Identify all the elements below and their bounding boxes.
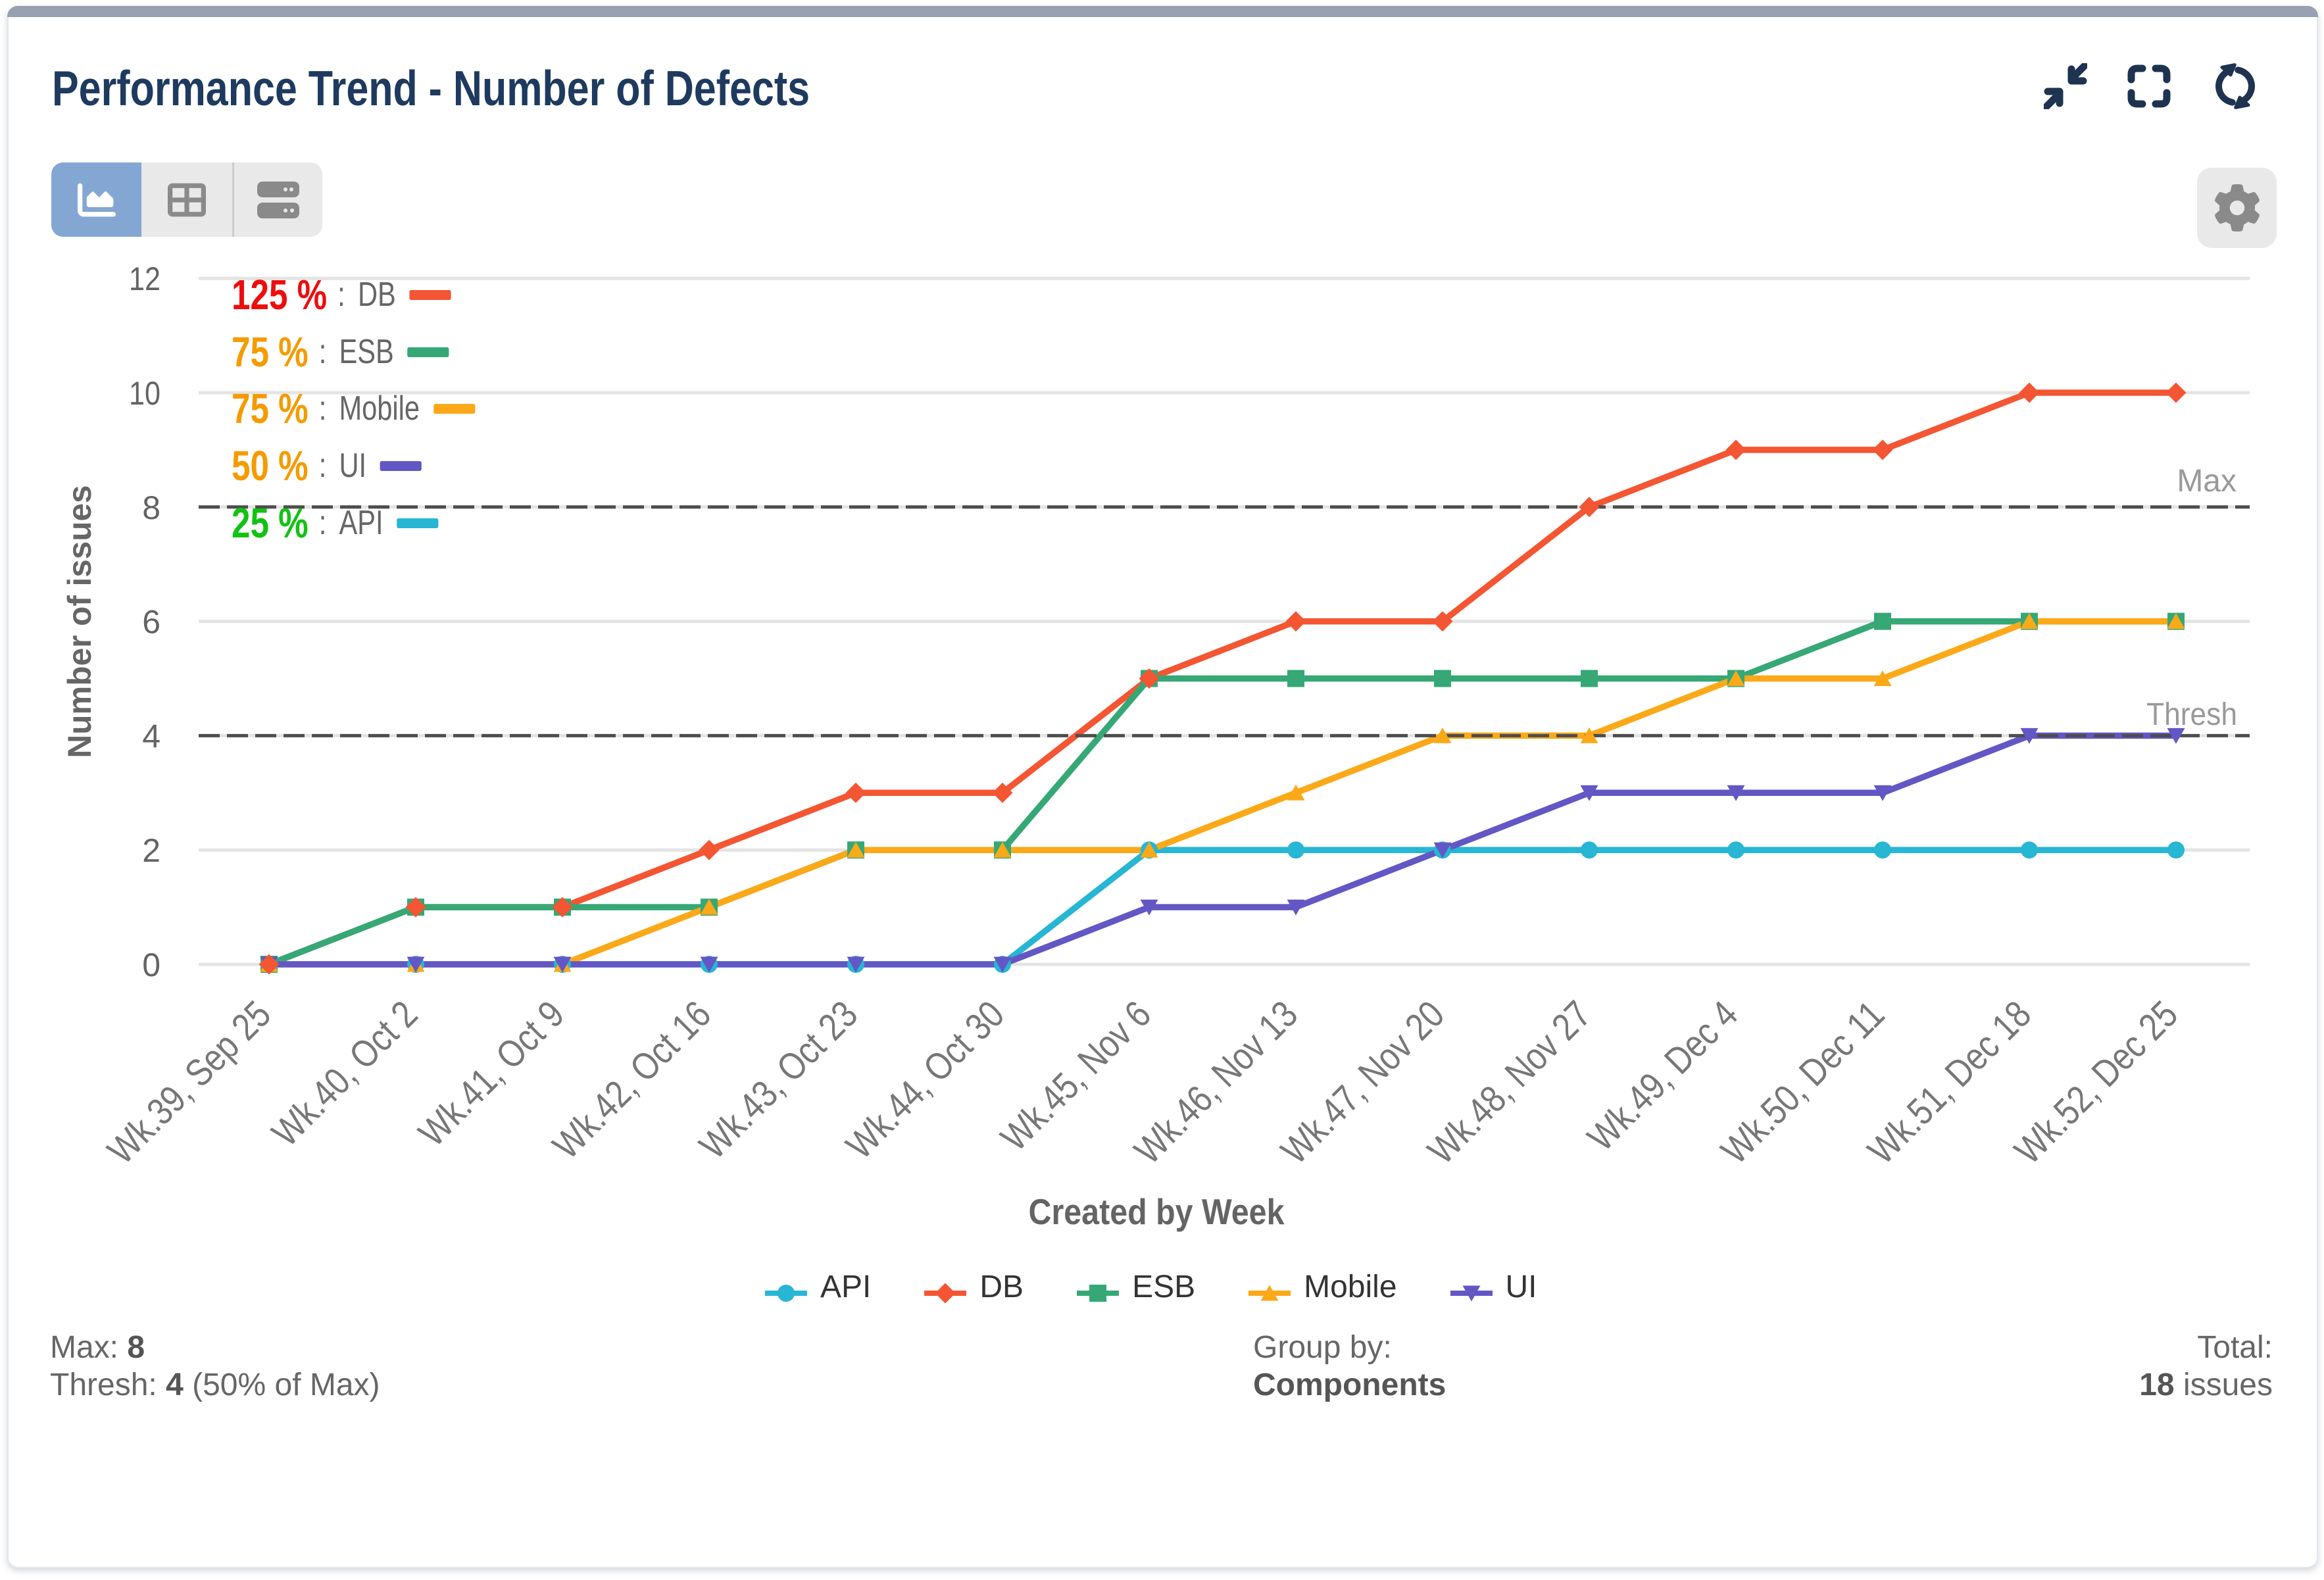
svg-text:6: 6 [142, 604, 161, 641]
svg-text:0: 0 [142, 947, 161, 983]
svg-text:10: 10 [129, 375, 161, 412]
svg-text:Wk.43, Oct 23: Wk.43, Oct 23 [691, 993, 866, 1167]
svg-text:8: 8 [142, 489, 161, 526]
svg-text:Created by Week: Created by Week [1029, 1191, 1285, 1232]
svg-text:Wk.39, Sep 25: Wk.39, Sep 25 [99, 993, 279, 1172]
svg-text:Wk.42, Oct 16: Wk.42, Oct 16 [545, 993, 719, 1167]
svg-text:Wk.41, Oct 9: Wk.41, Oct 9 [410, 993, 572, 1154]
svg-text:2: 2 [142, 832, 161, 869]
svg-text:4: 4 [142, 718, 161, 754]
svg-text:Number of issues: Number of issues [61, 485, 98, 758]
svg-text:12: 12 [129, 260, 161, 297]
svg-text:Max: Max [2177, 464, 2237, 499]
svg-text:Thresh: Thresh [2146, 697, 2237, 732]
svg-text:Wk.40, Oct 2: Wk.40, Oct 2 [264, 993, 426, 1154]
svg-text:Wk.44, Oct 30: Wk.44, Oct 30 [838, 993, 1012, 1167]
